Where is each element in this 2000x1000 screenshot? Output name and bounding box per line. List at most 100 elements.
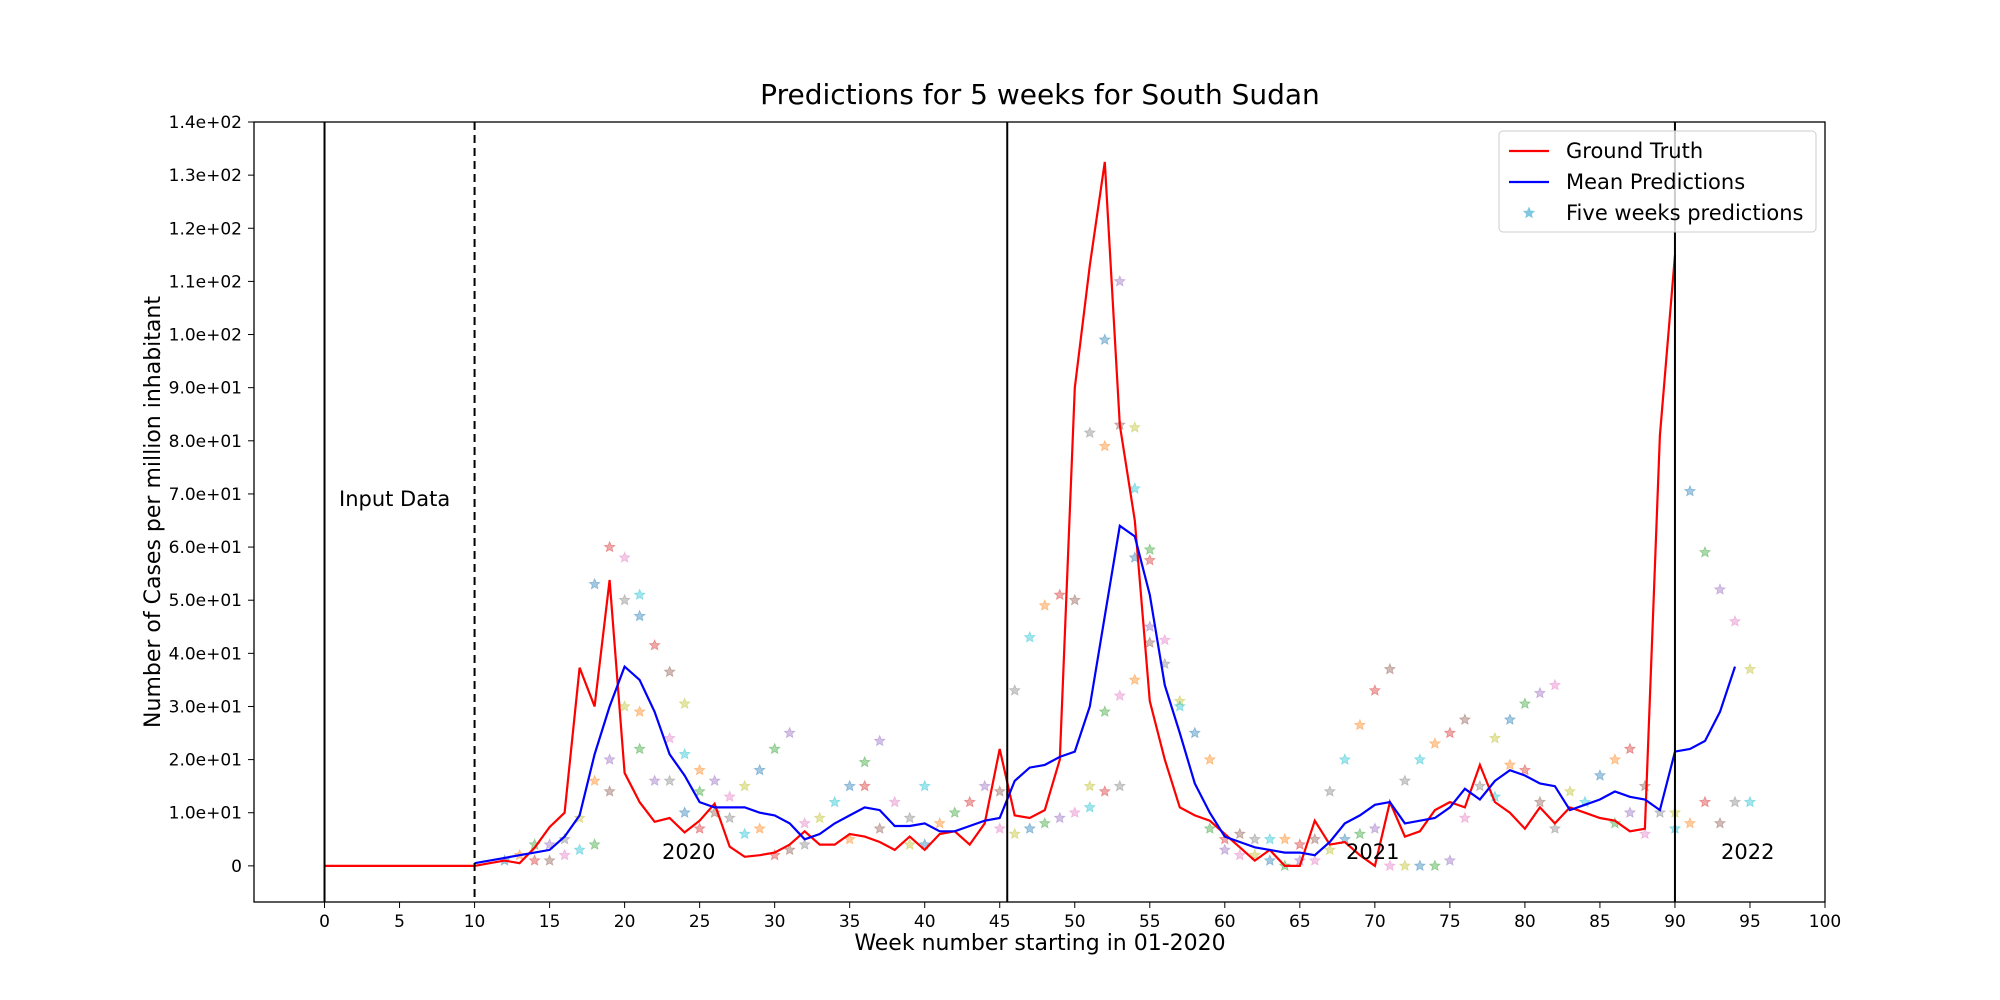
star-point bbox=[618, 593, 631, 606]
star-point bbox=[933, 816, 946, 829]
star-point bbox=[618, 551, 631, 563]
star-point bbox=[1038, 816, 1052, 829]
legend-box bbox=[1498, 130, 1817, 233]
star-point bbox=[1248, 832, 1261, 845]
y-tick-label: 4.0e+01 bbox=[169, 644, 242, 664]
star-point bbox=[1608, 753, 1622, 765]
star-point bbox=[873, 822, 886, 834]
star-point bbox=[1488, 731, 1502, 744]
star-point bbox=[1518, 763, 1532, 776]
legend-label: Ground Truth bbox=[1566, 139, 1703, 163]
star-point bbox=[1173, 699, 1187, 712]
star-point bbox=[1683, 816, 1697, 829]
star-point bbox=[663, 665, 676, 678]
star-point bbox=[1713, 583, 1727, 595]
star-point bbox=[903, 811, 916, 824]
star-point bbox=[1008, 827, 1021, 840]
legend: Ground Truth Mean Predictions Five weeks p… bbox=[1498, 130, 1817, 233]
x-tick-label: 60 bbox=[1214, 912, 1236, 932]
star-point bbox=[1458, 713, 1472, 726]
star-point bbox=[573, 843, 586, 856]
x-tick-label: 95 bbox=[1739, 912, 1761, 932]
star-point bbox=[543, 838, 556, 850]
star-point bbox=[1128, 482, 1141, 494]
star-point bbox=[1128, 420, 1141, 433]
x-tick-label: 85 bbox=[1589, 912, 1611, 932]
series-line bbox=[474, 523, 1737, 865]
x-tick-label: 30 bbox=[764, 912, 786, 932]
y-tick-label: 1.1e+02 bbox=[169, 272, 242, 292]
y-tick-label: 7.0e+01 bbox=[169, 485, 242, 505]
star-point bbox=[1248, 848, 1261, 861]
star-point bbox=[1113, 274, 1126, 287]
star-point bbox=[843, 779, 856, 792]
star-point bbox=[693, 763, 706, 776]
star-point bbox=[1263, 854, 1277, 866]
star-point bbox=[1113, 689, 1126, 702]
x-tick-label: 35 bbox=[839, 912, 861, 932]
star-point bbox=[1143, 553, 1156, 566]
legend-label: Mean Predictions bbox=[1566, 170, 1745, 194]
star-point bbox=[1053, 811, 1066, 824]
x-tick-label: 0 bbox=[319, 912, 330, 932]
star-point bbox=[1338, 753, 1352, 765]
star-point bbox=[963, 795, 976, 808]
star-point bbox=[783, 726, 796, 739]
star-point bbox=[1413, 859, 1427, 872]
star-point bbox=[1713, 816, 1727, 829]
x-tick-label: 20 bbox=[614, 912, 636, 932]
star-point bbox=[663, 731, 676, 744]
star-point bbox=[1203, 822, 1216, 834]
star-point bbox=[723, 811, 736, 824]
star-point bbox=[1233, 827, 1246, 840]
star-point bbox=[528, 854, 541, 866]
star-point bbox=[1473, 779, 1487, 792]
y-tick-label: 8.0e+01 bbox=[169, 432, 242, 452]
x-tick-label: 5 bbox=[394, 912, 405, 932]
star-point bbox=[633, 588, 646, 601]
star-point bbox=[1023, 630, 1036, 643]
star-point bbox=[1443, 854, 1457, 866]
star-point bbox=[1308, 854, 1322, 866]
star-point bbox=[1083, 426, 1096, 439]
star-point bbox=[1428, 859, 1442, 872]
star-point bbox=[693, 822, 706, 834]
star-point bbox=[1533, 795, 1547, 808]
star-point bbox=[723, 790, 736, 803]
star-point bbox=[1188, 726, 1201, 739]
y-tick-label: 1.0e+01 bbox=[169, 804, 242, 824]
star-point bbox=[1083, 779, 1097, 792]
y-tick-label: 9.0e+01 bbox=[169, 379, 242, 399]
star-point bbox=[1008, 683, 1021, 696]
star-point bbox=[1038, 598, 1051, 611]
star-point bbox=[1368, 822, 1382, 834]
y-tick-label: 1.4e+02 bbox=[169, 113, 242, 133]
star-point bbox=[1098, 705, 1112, 718]
star-point bbox=[1413, 753, 1427, 765]
star-point bbox=[798, 816, 811, 829]
star-point bbox=[618, 699, 631, 712]
star-point bbox=[1383, 662, 1397, 675]
star-point bbox=[783, 843, 796, 856]
star-point bbox=[693, 784, 706, 797]
star-point bbox=[858, 779, 871, 792]
star-point bbox=[558, 848, 571, 861]
star-point bbox=[633, 705, 646, 718]
x-tick-label: 75 bbox=[1439, 912, 1461, 932]
star-point bbox=[978, 779, 992, 792]
star-point bbox=[1503, 713, 1517, 726]
y-tick-label: 1.0e+02 bbox=[169, 326, 242, 346]
star-point bbox=[993, 822, 1007, 834]
y-tick-label: 5.0e+01 bbox=[169, 591, 242, 611]
y-tick-label: 6.0e+01 bbox=[169, 538, 242, 558]
x-tick-label: 90 bbox=[1664, 912, 1686, 932]
star-point bbox=[1068, 806, 1081, 819]
star-point bbox=[1548, 822, 1562, 834]
star-point bbox=[753, 763, 766, 776]
y-tick-label: 1.3e+02 bbox=[169, 166, 242, 186]
star-point bbox=[903, 838, 916, 850]
y-tick-label: 0 bbox=[231, 857, 242, 877]
star-point bbox=[738, 827, 751, 840]
star-point bbox=[1098, 439, 1111, 452]
